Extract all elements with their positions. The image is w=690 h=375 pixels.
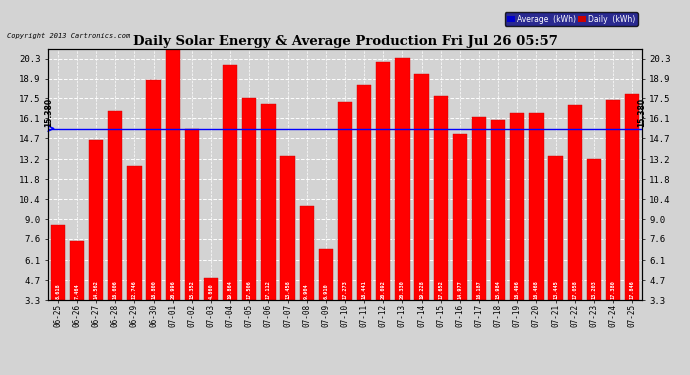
Bar <box>223 65 237 300</box>
Text: 20.330: 20.330 <box>400 280 405 299</box>
Bar <box>146 80 161 300</box>
Bar <box>204 278 218 300</box>
Bar <box>510 112 524 300</box>
Bar <box>166 49 180 300</box>
Text: 17.506: 17.506 <box>247 280 252 299</box>
Bar <box>395 58 410 300</box>
Bar <box>127 166 141 300</box>
Text: 14.977: 14.977 <box>457 280 462 299</box>
Bar <box>50 225 65 300</box>
Bar <box>299 206 314 300</box>
Bar <box>185 129 199 300</box>
Bar <box>376 62 391 300</box>
Title: Daily Solar Energy & Average Production Fri Jul 26 05:57: Daily Solar Energy & Average Production … <box>132 34 558 48</box>
Text: 14.562: 14.562 <box>94 280 99 299</box>
Text: 17.380: 17.380 <box>611 280 615 299</box>
Text: 13.203: 13.203 <box>591 280 596 299</box>
Text: 7.464: 7.464 <box>75 284 79 299</box>
Bar <box>453 134 467 300</box>
Text: 17.273: 17.273 <box>342 280 348 299</box>
Bar <box>415 74 428 300</box>
Text: Copyright 2013 Cartronics.com: Copyright 2013 Cartronics.com <box>7 33 130 39</box>
Bar <box>280 156 295 300</box>
Bar <box>606 100 620 300</box>
Text: 15.380: 15.380 <box>43 98 53 127</box>
Bar <box>529 113 544 300</box>
Text: 16.187: 16.187 <box>477 280 482 299</box>
Bar <box>70 241 84 300</box>
Text: 15.984: 15.984 <box>495 280 501 299</box>
Text: 18.441: 18.441 <box>362 280 366 299</box>
Bar <box>568 105 582 300</box>
Text: 16.496: 16.496 <box>515 280 520 299</box>
Text: 16.468: 16.468 <box>534 280 539 299</box>
Bar <box>549 156 563 300</box>
Text: 12.746: 12.746 <box>132 280 137 299</box>
Text: 20.092: 20.092 <box>381 280 386 299</box>
Bar <box>242 98 257 300</box>
Bar <box>491 120 505 300</box>
Text: 17.112: 17.112 <box>266 280 271 299</box>
Bar <box>586 159 601 300</box>
Text: 15.380: 15.380 <box>637 98 647 127</box>
Bar <box>338 102 352 300</box>
Text: 6.910: 6.910 <box>324 284 328 299</box>
Text: 18.800: 18.800 <box>151 280 156 299</box>
Legend: Average  (kWh), Daily  (kWh): Average (kWh), Daily (kWh) <box>505 12 638 26</box>
Bar <box>472 117 486 300</box>
Text: 9.904: 9.904 <box>304 284 309 299</box>
Text: 8.618: 8.618 <box>55 284 60 299</box>
Text: 20.996: 20.996 <box>170 280 175 299</box>
Text: 17.058: 17.058 <box>572 280 578 299</box>
Bar <box>433 96 448 300</box>
Bar <box>262 104 275 300</box>
Text: 17.846: 17.846 <box>630 280 635 299</box>
Text: 4.860: 4.860 <box>208 284 213 299</box>
Text: 19.864: 19.864 <box>228 280 233 299</box>
Text: 15.352: 15.352 <box>189 280 195 299</box>
Bar <box>357 85 371 300</box>
Text: 16.606: 16.606 <box>112 280 118 299</box>
Bar <box>108 111 123 300</box>
Text: 13.458: 13.458 <box>285 280 290 299</box>
Text: 19.228: 19.228 <box>419 280 424 299</box>
Bar <box>625 93 640 300</box>
Bar <box>89 140 104 300</box>
Text: 13.445: 13.445 <box>553 280 558 299</box>
Text: 17.652: 17.652 <box>438 280 443 299</box>
Bar <box>319 249 333 300</box>
